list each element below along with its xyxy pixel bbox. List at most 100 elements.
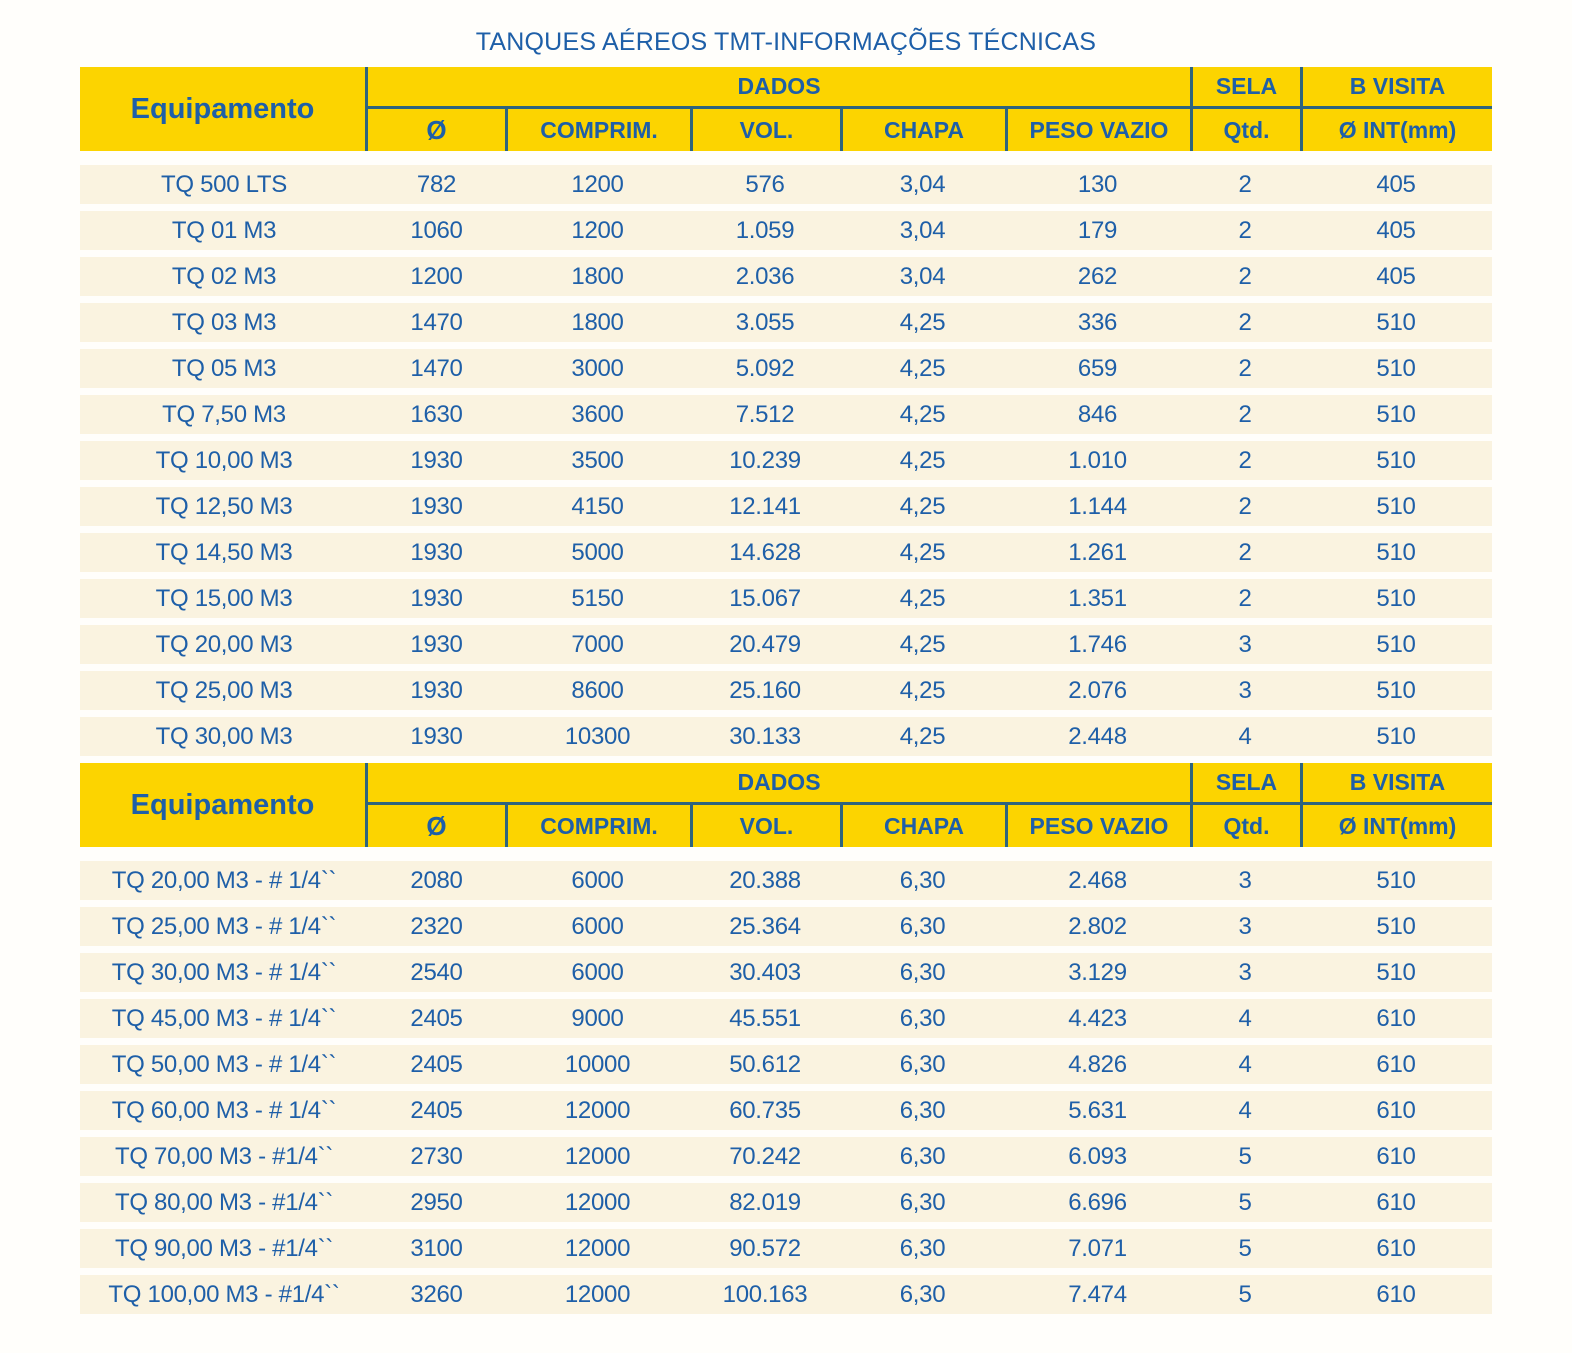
value-cell: 1.010: [1068, 446, 1127, 474]
value-cell: 510: [1376, 446, 1416, 474]
value-cell: 2950: [410, 1188, 463, 1216]
value-cell: 2: [1238, 400, 1252, 428]
table-row: TQ 30,00 M3 - # 1/4`` 2540 6000 30.403 6,30 3…: [80, 953, 1492, 992]
value-cell: 405: [1376, 170, 1416, 198]
column-header-comprim: COMPRIM.: [505, 109, 690, 151]
value-cell: 45.551: [729, 1004, 801, 1032]
value-cell: 510: [1376, 538, 1416, 566]
value-cell: 10300: [564, 722, 631, 750]
column-header-peso-vazio: PESO VAZIO: [1005, 109, 1190, 151]
tank-table-quarter-inch: Equipamento DADOS SELA B VISITA Ø COMPRI…: [80, 763, 1492, 1314]
value-cell: 2.802: [1068, 912, 1127, 940]
value-cell: 3,04: [899, 262, 946, 290]
value-cell: 179: [1077, 216, 1118, 244]
value-cell: 1470: [410, 354, 463, 382]
value-cell: 10.239: [729, 446, 801, 474]
equipment-cell: TQ 20,00 M3: [155, 630, 293, 658]
value-cell: 610: [1376, 1234, 1416, 1262]
table-row: TQ 12,50 M3 1930 4150 12.141 4,25 1.144 2 510: [80, 487, 1492, 526]
value-cell: 2080: [410, 866, 463, 894]
value-cell: 2405: [410, 1096, 463, 1124]
value-cell: 3260: [410, 1280, 463, 1308]
value-cell: 7.071: [1068, 1234, 1127, 1262]
value-cell: 6.696: [1068, 1188, 1127, 1216]
table-row: TQ 50,00 M3 - # 1/4`` 2405 10000 50.612 6,30…: [80, 1045, 1492, 1084]
value-cell: 7.512: [735, 400, 795, 428]
value-cell: 6,30: [899, 1096, 946, 1124]
value-cell: 2405: [410, 1004, 463, 1032]
value-cell: 659: [1077, 354, 1118, 382]
value-cell: 1.351: [1068, 584, 1127, 612]
value-cell: 130: [1077, 170, 1118, 198]
value-cell: 2.468: [1068, 866, 1127, 894]
value-cell: 6.093: [1068, 1142, 1127, 1170]
column-group-b-visita: B VISITA: [1300, 67, 1492, 109]
value-cell: 1800: [571, 262, 624, 290]
value-cell: 510: [1376, 584, 1416, 612]
value-cell: 510: [1376, 722, 1416, 750]
value-cell: 262: [1077, 262, 1118, 290]
table-row: TQ 25,00 M3 - # 1/4`` 2320 6000 25.364 6,30 2…: [80, 907, 1492, 946]
table-body: TQ 20,00 M3 - # 1/4`` 2080 6000 20.388 6,30 2…: [80, 861, 1492, 1314]
table-row: TQ 10,00 M3 1930 3500 10.239 4,25 1.010 2 510: [80, 441, 1492, 480]
value-cell: 30.403: [729, 958, 801, 986]
value-cell: 510: [1376, 958, 1416, 986]
value-cell: 3500: [571, 446, 624, 474]
equipment-cell: TQ 15,00 M3: [155, 584, 293, 612]
column-group-sela: SELA: [1190, 67, 1300, 109]
value-cell: 610: [1376, 1050, 1416, 1078]
equipment-cell: TQ 45,00 M3 - # 1/4``: [111, 1004, 337, 1032]
value-cell: 5000: [571, 538, 624, 566]
value-cell: 12000: [564, 1234, 631, 1262]
value-cell: 5: [1238, 1188, 1252, 1216]
value-cell: 6,30: [899, 1050, 946, 1078]
value-cell: 25.364: [729, 912, 801, 940]
value-cell: 4,25: [899, 492, 946, 520]
value-cell: 5: [1238, 1234, 1252, 1262]
value-cell: 12000: [564, 1096, 631, 1124]
equipment-cell: TQ 20,00 M3 - # 1/4``: [111, 866, 337, 894]
column-header-qtd: Qtd.: [1190, 109, 1300, 151]
value-cell: 6000: [571, 958, 624, 986]
column-header-peso-vazio: PESO VAZIO: [1005, 805, 1190, 847]
value-cell: 4,25: [899, 676, 946, 704]
value-cell: 6,30: [899, 912, 946, 940]
value-cell: 2730: [410, 1142, 463, 1170]
value-cell: 3: [1238, 676, 1252, 704]
equipment-cell: TQ 50,00 M3 - # 1/4``: [111, 1050, 337, 1078]
table-header: Equipamento DADOS SELA B VISITA Ø COMPRI…: [80, 67, 1492, 151]
value-cell: 6,30: [899, 958, 946, 986]
table-row: TQ 45,00 M3 - # 1/4`` 2405 9000 45.551 6,30 4…: [80, 999, 1492, 1038]
column-header-o-int: Ø INT(mm): [1300, 805, 1492, 847]
value-cell: 1930: [410, 446, 463, 474]
value-cell: 4,25: [899, 630, 946, 658]
value-cell: 3: [1238, 958, 1252, 986]
equipment-cell: TQ 05 M3: [171, 354, 277, 382]
value-cell: 510: [1376, 400, 1416, 428]
value-cell: 1.746: [1068, 630, 1127, 658]
value-cell: 100.163: [722, 1280, 808, 1308]
table-row: TQ 20,00 M3 1930 7000 20.479 4,25 1.746 3 510: [80, 625, 1492, 664]
value-cell: 70.242: [729, 1142, 801, 1170]
equipment-cell: TQ 80,00 M3 - #1/4``: [114, 1188, 334, 1216]
value-cell: 1.144: [1068, 492, 1127, 520]
equipment-cell: TQ 90,00 M3 - #1/4``: [114, 1234, 334, 1262]
value-cell: 3: [1238, 912, 1252, 940]
value-cell: 6,30: [899, 1188, 946, 1216]
value-cell: 510: [1376, 308, 1416, 336]
value-cell: 20.479: [729, 630, 801, 658]
value-cell: 2: [1238, 170, 1252, 198]
value-cell: 2: [1238, 354, 1252, 382]
value-cell: 5.092: [735, 354, 795, 382]
column-header-diameter: Ø: [426, 810, 447, 841]
value-cell: 4,25: [899, 354, 946, 382]
equipment-cell: TQ 10,00 M3: [155, 446, 293, 474]
value-cell: 6000: [571, 866, 624, 894]
table-body: TQ 500 LTS 782 1200 576 3,04 130 2 405 TQ 01 M3 1…: [80, 165, 1492, 756]
value-cell: 4: [1238, 1096, 1252, 1124]
value-cell: 2: [1238, 308, 1252, 336]
equipment-cell: TQ 500 LTS: [161, 170, 287, 198]
value-cell: 2: [1238, 538, 1252, 566]
column-group-dados: DADOS: [368, 67, 1190, 109]
column-header-comprim: COMPRIM.: [505, 805, 690, 847]
